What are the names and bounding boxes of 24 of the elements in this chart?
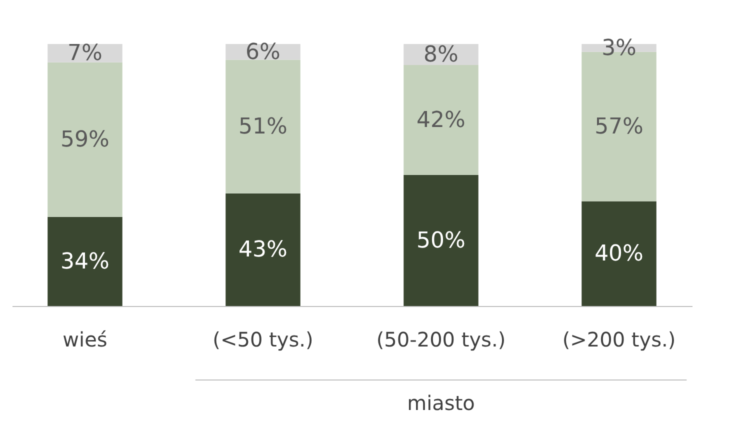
bar bbox=[404, 64, 478, 175]
bar bbox=[226, 193, 300, 306]
data-label: 7% bbox=[68, 41, 102, 66]
data-label: 8% bbox=[424, 42, 458, 68]
bar bbox=[48, 62, 122, 217]
x-tick-label: wieś bbox=[62, 328, 108, 352]
x-tick-label: (<50 tys.) bbox=[212, 328, 314, 352]
bar bbox=[404, 175, 478, 306]
data-label: 50% bbox=[416, 228, 466, 254]
data-label: 59% bbox=[60, 128, 110, 153]
data-label: 57% bbox=[594, 114, 644, 140]
data-label: 42% bbox=[416, 108, 466, 133]
bar bbox=[582, 201, 656, 306]
text: miasto bbox=[407, 391, 475, 415]
data-label: 40% bbox=[594, 242, 644, 267]
data-label: 6% bbox=[246, 40, 280, 65]
bar bbox=[48, 216, 122, 306]
data-label: 34% bbox=[60, 249, 110, 274]
data-label: 3% bbox=[602, 36, 636, 61]
data-label: 51% bbox=[238, 114, 288, 140]
bar bbox=[226, 60, 300, 194]
x-tick-label: (50-200 tys.) bbox=[376, 328, 506, 352]
data-label: 43% bbox=[238, 238, 288, 263]
x-tick-label: (>200 tys.) bbox=[562, 328, 676, 352]
